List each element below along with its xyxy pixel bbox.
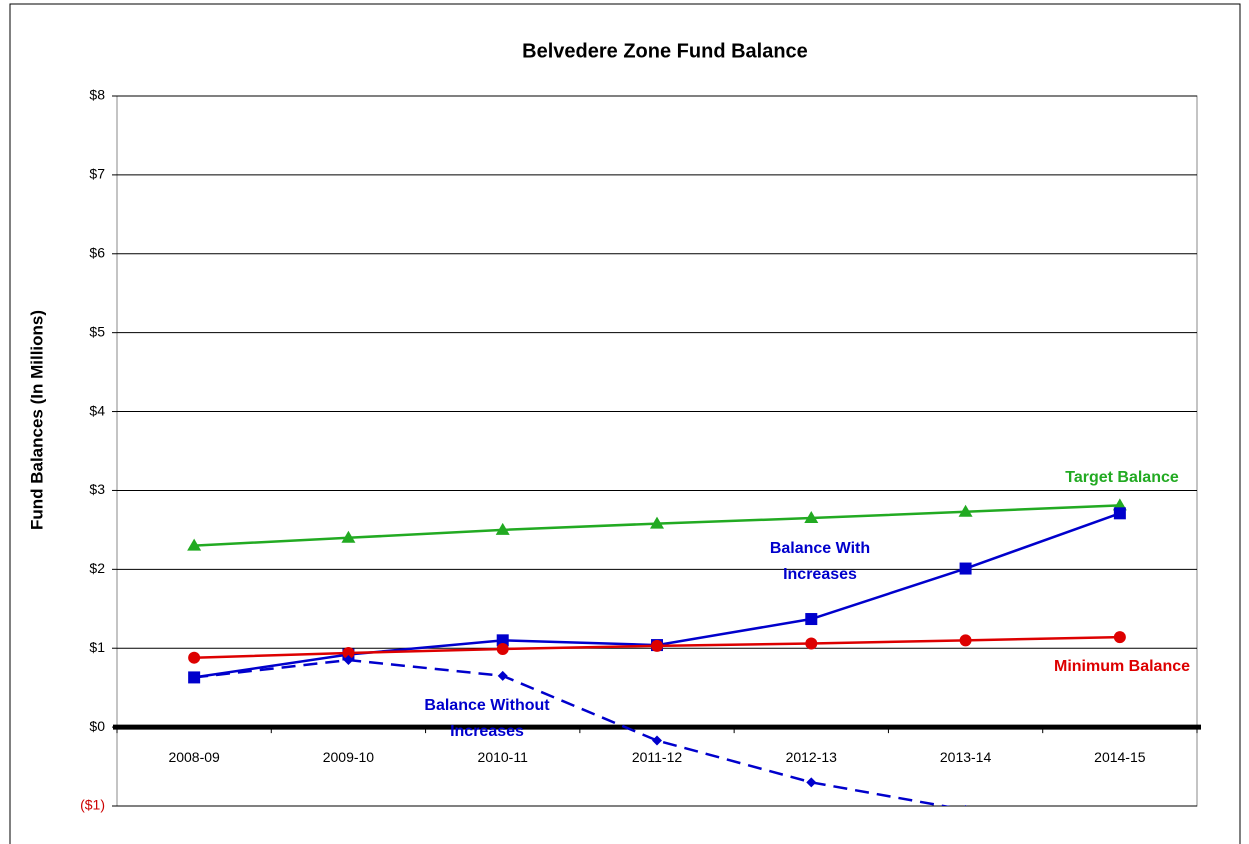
marker [187, 538, 202, 551]
x-tick-label: 2012-13 [786, 749, 838, 765]
plot-area [116, 95, 1198, 807]
marker [805, 613, 818, 626]
marker [1113, 507, 1126, 520]
series-label: Balance With Increases [769, 540, 871, 583]
y-tick-label: $6 [89, 244, 105, 260]
x-tick-label: 2009-10 [323, 749, 375, 765]
y-tick-label: $7 [89, 166, 105, 182]
series-label: Target Balance [1065, 469, 1179, 486]
marker [805, 637, 818, 650]
marker [651, 639, 663, 652]
marker [341, 530, 356, 543]
marker [806, 777, 817, 788]
marker [959, 562, 972, 575]
marker [804, 511, 819, 524]
y-tick-label: $1 [89, 639, 105, 655]
y-tick-label: $5 [89, 323, 105, 339]
marker [496, 643, 509, 656]
marker [188, 651, 201, 664]
marker [959, 634, 972, 647]
marker [496, 634, 509, 647]
y-axis-label: Fund Balances (In Millions) [27, 310, 46, 530]
y-tick-label: $2 [89, 560, 105, 576]
marker [964, 804, 967, 806]
series-layer [187, 498, 1127, 806]
y-tick-label: ($1) [80, 797, 105, 813]
series-label: Balance Without Increases [424, 697, 550, 740]
x-tick-label: 2014-15 [1094, 749, 1146, 765]
marker [189, 672, 200, 683]
x-tick-label: 2008-09 [168, 749, 220, 765]
marker [652, 735, 662, 746]
marker [497, 670, 508, 681]
x-tick-label: 2011-12 [632, 749, 683, 765]
series-line [194, 658, 951, 806]
chart-title: Belvedere Zone Fund Balance [522, 40, 808, 62]
y-tick-label: $0 [89, 718, 105, 734]
x-tick-label: 2010-11 [478, 749, 529, 765]
series-label: Minimum Balance [1053, 658, 1191, 675]
y-tick-label: $8 [89, 87, 105, 103]
marker [1113, 631, 1126, 644]
marker [958, 504, 973, 517]
marker [343, 655, 354, 666]
x-tick-label: 2013-14 [940, 749, 992, 765]
frame [9, 3, 1241, 844]
y-tick-label: $3 [89, 481, 105, 497]
marker [495, 522, 510, 535]
marker [650, 516, 664, 529]
marker [342, 646, 355, 659]
y-tick-label: $4 [89, 402, 105, 418]
